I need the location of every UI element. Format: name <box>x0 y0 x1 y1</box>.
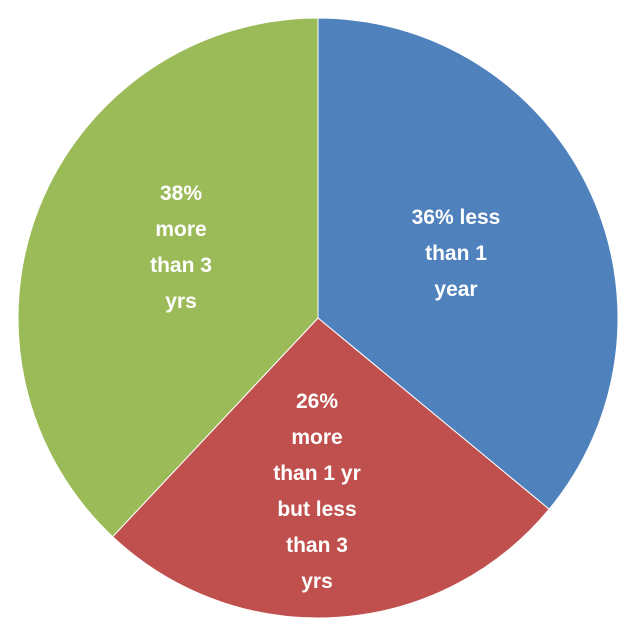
pie-slice-label-line: but less <box>277 498 356 521</box>
pie-slice-0 <box>317 17 619 510</box>
pie-slice-label-line: 26% <box>296 390 338 413</box>
pie-slice-label-line: yrs <box>301 570 333 593</box>
pie-slice-label-line: yrs <box>165 290 197 313</box>
pie-slice-label-line: year <box>434 278 477 301</box>
pie-slice-label-line: than 1 yr <box>273 462 361 485</box>
pie-slice-label-line: than 3 <box>150 254 212 277</box>
pie-slice-label-0: 36% less than 1 year <box>412 206 501 301</box>
pie-slice-label-2: 38% more than 3 yrs <box>150 182 212 313</box>
pie-slice-label-line: 36% less <box>412 206 501 229</box>
pie-slices <box>17 17 619 619</box>
pie-slice-label-line: than 1 <box>425 242 487 265</box>
pie-slice-label-line: more <box>291 426 342 449</box>
pie-slice-2 <box>17 17 319 538</box>
pie-slice-1 <box>111 317 550 619</box>
pie-slice-label-line: 38% <box>160 182 202 205</box>
pie-slice-label-line: than 3 <box>286 534 348 557</box>
pie-slice-label-line: more <box>155 218 206 241</box>
pie-labels: 36% less than 1 year 26% more than 1 yr but le… <box>150 182 500 593</box>
pie-slice-label-1: 26% more than 1 yr but less than 3 yrs <box>273 390 361 593</box>
